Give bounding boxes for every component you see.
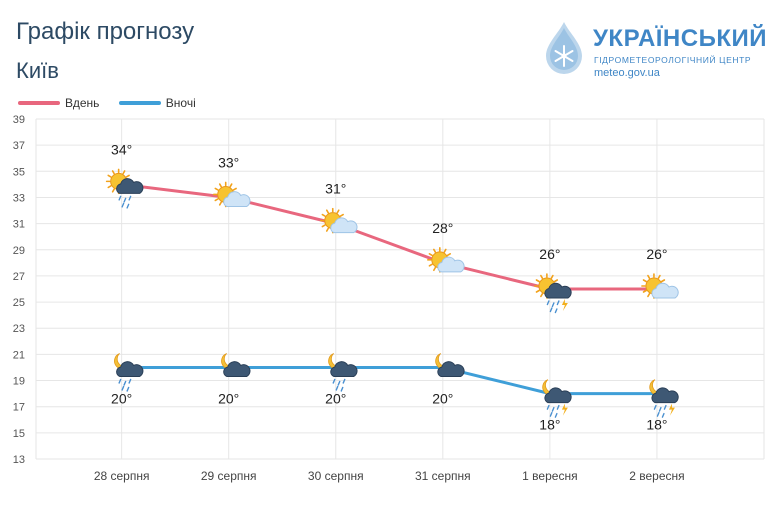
day-temp-label: 28° (432, 220, 453, 236)
day-temp-label: 26° (539, 246, 560, 262)
night-temp-label: 18° (646, 417, 667, 433)
x-axis-labels: 28 серпня 29 серпня 30 серпня 31 серпня 1 ве… (94, 469, 685, 483)
chart-legend: Вдень Вночі (18, 94, 212, 110)
day-temp-label: 31° (325, 181, 346, 197)
x-tick-label: 2 вересня (629, 469, 684, 483)
day-temp-label: 34° (111, 141, 132, 157)
logo-url[interactable]: meteo.gov.ua (594, 67, 660, 79)
y-tick-label: 33 (13, 192, 25, 204)
city-name: Київ (16, 58, 59, 83)
sun-cloud-rain-icon (105, 168, 144, 209)
y-tick-label: 29 (13, 245, 25, 257)
x-tick-label: 30 серпня (308, 469, 364, 483)
series-line-day (120, 182, 659, 291)
legend-label-day: Вдень (65, 96, 100, 110)
x-tick-label: 31 серпня (415, 469, 471, 483)
y-tick-label: 21 (13, 349, 25, 361)
y-tick-label: 37 (13, 140, 25, 152)
series-lines (120, 182, 659, 396)
y-tick-label: 31 (13, 219, 25, 231)
y-tick-label: 27 (13, 271, 25, 283)
night-temp-label: 18° (539, 417, 560, 433)
y-tick-label: 39 (13, 114, 25, 126)
y-tick-label: 13 (13, 454, 25, 466)
y-tick-label: 17 (13, 402, 25, 414)
night-temp-label: 20° (325, 390, 346, 406)
moon-cloud-thunder-rain-icon (649, 379, 679, 418)
sun-cloud-thunder-rain-icon (534, 273, 572, 314)
page-title: Графік прогнозу (16, 18, 195, 45)
water-drop-snowflake-icon (546, 22, 582, 74)
legend-item-night[interactable]: Вночі (118, 96, 196, 110)
y-axis-ticks: 13 15 17 19 21 23 25 27 29 31 33 35 37 39 (13, 114, 25, 466)
sun-cloud-icon (641, 273, 679, 299)
logo-name: УКРАЇНСЬКИЙ (593, 25, 767, 52)
y-tick-label: 25 (13, 297, 25, 309)
temperature-labels: 34° 33° 31° 28° 26° 26° 20° 20° 20° 20° 18° 18° (111, 141, 667, 432)
ukrhydromet-logo[interactable]: УКРАЇНСЬКИЙ ГІДРОМЕТЕОРОЛОГІЧНИЙ ЦЕНТР m… (540, 20, 767, 80)
night-temp-label: 20° (432, 390, 453, 406)
moon-cloud-icon (435, 353, 465, 377)
night-temp-label: 20° (111, 390, 132, 406)
logo-subtitle: ГІДРОМЕТЕОРОЛОГІЧНИЙ ЦЕНТР (594, 55, 752, 65)
sun-cloud-icon (319, 207, 358, 234)
moon-cloud-icon (221, 353, 251, 377)
day-temp-label: 26° (646, 246, 667, 262)
y-tick-label: 15 (13, 428, 25, 440)
sun-cloud-icon (212, 181, 251, 208)
weather-icons (105, 168, 679, 418)
y-tick-label: 35 (13, 166, 25, 178)
x-tick-label: 28 серпня (94, 469, 150, 483)
moon-cloud-rain-icon (328, 353, 358, 392)
y-tick-label: 19 (13, 376, 25, 388)
legend-label-night: Вночі (165, 96, 196, 110)
moon-cloud-thunder-rain-icon (542, 379, 572, 418)
legend-item-day[interactable]: Вдень (18, 96, 99, 110)
day-temp-label: 33° (218, 154, 239, 170)
x-tick-label: 1 вересня (522, 469, 577, 483)
night-temp-label: 20° (218, 390, 239, 406)
legend-swatch-night (118, 101, 161, 105)
chart-grid (35, 118, 765, 460)
y-tick-label: 23 (13, 323, 25, 335)
sun-cloud-icon (427, 247, 465, 273)
moon-cloud-rain-icon (114, 353, 144, 392)
x-tick-label: 29 серпня (201, 469, 257, 483)
legend-swatch-day (18, 101, 60, 105)
